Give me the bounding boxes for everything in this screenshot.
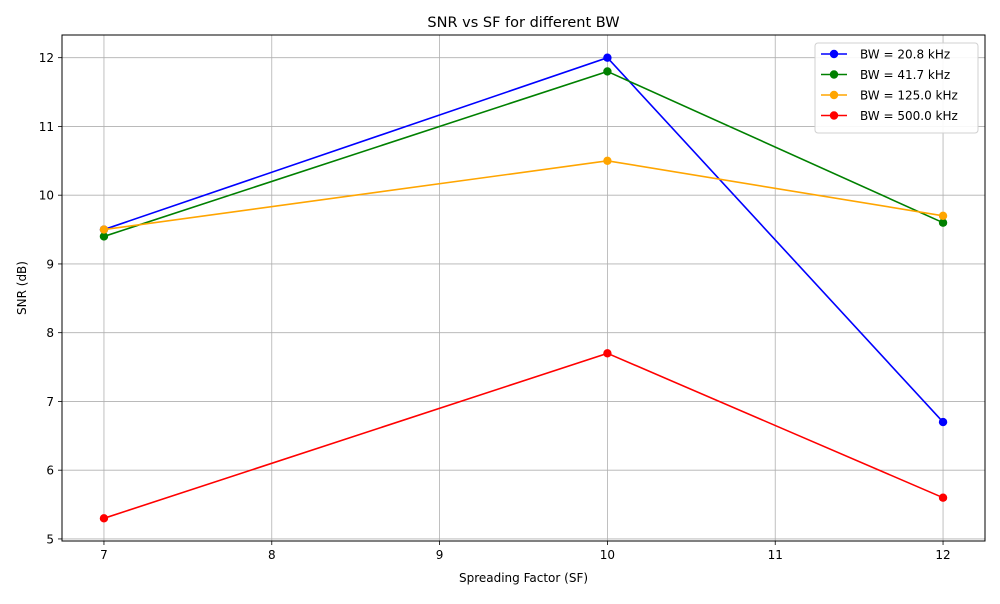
legend-label: BW = 125.0 kHz: [860, 89, 958, 103]
x-tick-label: 11: [768, 548, 783, 562]
x-tick-label: 9: [436, 548, 444, 562]
legend-item: BW = 500.0 kHz: [821, 109, 958, 123]
y-tick-label: 12: [39, 51, 54, 65]
legend-swatch-marker: [829, 70, 839, 79]
series-group: [99, 53, 948, 523]
y-tick-label: 11: [39, 120, 54, 134]
x-tick-label: 8: [268, 548, 276, 562]
data-point: [603, 53, 612, 62]
legend-item: BW = 20.8 kHz: [821, 48, 950, 62]
data-point: [603, 156, 612, 166]
series-bw-500-0-khz: [99, 349, 948, 523]
y-tick-label: 8: [46, 326, 54, 340]
series-bw-41-7-khz: [99, 67, 948, 241]
y-tick-label: 7: [46, 395, 54, 409]
data-point: [938, 417, 948, 427]
legend-swatch-marker: [829, 90, 839, 100]
grid: [62, 35, 985, 541]
legend-item: BW = 125.0 kHz: [821, 89, 958, 103]
x-tick-label: 10: [600, 548, 615, 562]
x-axis-label: Spreading Factor (SF): [459, 571, 588, 585]
y-tick-label: 6: [46, 464, 54, 478]
data-point: [603, 349, 612, 358]
legend: BW = 20.8 kHz BW = 41.7 kHz BW = 125.0 kHz…: [814, 42, 979, 134]
axis-ticks: 7 8 9 10 11 12 5 6 7 8 9 10 11 12: [39, 51, 951, 562]
legend-swatch-marker: [829, 111, 839, 120]
series-bw-125-0-khz: [99, 156, 948, 234]
chart-title: SNR vs SF for different BW: [427, 15, 619, 31]
y-axis-label: SNR (dB): [15, 261, 29, 315]
x-tick-label: 12: [935, 548, 950, 562]
y-tick-label: 5: [46, 532, 54, 546]
data-point: [938, 211, 948, 221]
legend-label: BW = 20.8 kHz: [860, 48, 950, 62]
data-point: [938, 493, 948, 502]
plot-frame: [61, 34, 986, 542]
legend-label: BW = 500.0 kHz: [860, 109, 958, 123]
data-point: [99, 225, 109, 234]
legend-swatch-marker: [829, 49, 839, 59]
y-tick-label: 10: [39, 189, 54, 203]
data-point: [99, 232, 109, 241]
data-point: [603, 67, 612, 76]
legend-item: BW = 41.7 kHz: [821, 68, 950, 82]
legend-box: [814, 42, 979, 134]
data-point: [99, 514, 109, 523]
data-point: [938, 218, 948, 227]
x-tick-label: 7: [100, 548, 108, 562]
y-tick-label: 9: [46, 257, 54, 271]
legend-label: BW = 41.7 kHz: [860, 68, 950, 82]
